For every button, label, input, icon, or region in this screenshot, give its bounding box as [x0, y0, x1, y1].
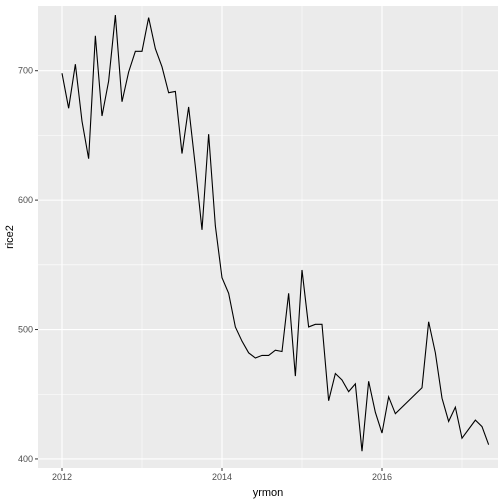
- y-axis-title: rice2: [4, 225, 16, 249]
- x-axis-title: yrmon: [253, 487, 284, 499]
- y-tick-label: 700: [18, 66, 33, 76]
- y-tick-label: 500: [18, 325, 33, 335]
- series-line: [61, 15, 490, 452]
- x-tick-label: 2014: [212, 472, 232, 482]
- x-tick-label: 2012: [52, 472, 72, 482]
- x-axis-ticks: 2012 2014 2016: [52, 468, 392, 482]
- minor-grid: [38, 6, 498, 468]
- y-axis-ticks: 400 500 600 700: [18, 66, 38, 464]
- plot-panel: [38, 6, 498, 468]
- x-tick-label: 2016: [372, 472, 392, 482]
- major-grid: [38, 6, 498, 468]
- y-tick-label: 400: [18, 454, 33, 464]
- y-tick-label: 600: [18, 195, 33, 205]
